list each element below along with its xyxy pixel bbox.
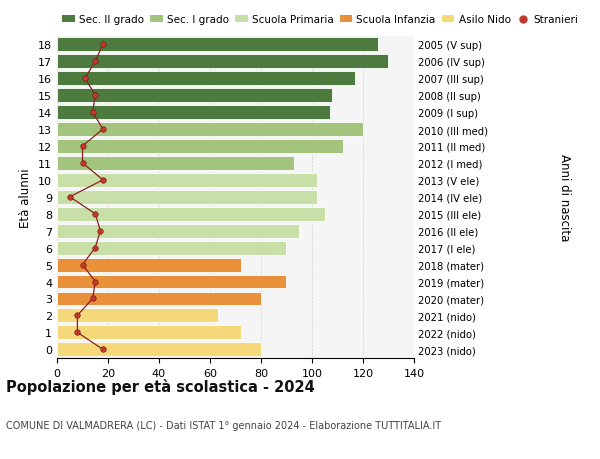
Text: Popolazione per età scolastica - 2024: Popolazione per età scolastica - 2024 [6,379,315,395]
Point [78,143,88,150]
Bar [57,38,378,52]
Bar [57,241,286,255]
Bar [57,275,286,289]
Point [91,211,100,218]
Bar [57,106,330,120]
Y-axis label: Anni di nascita: Anni di nascita [558,154,571,241]
Bar [57,190,317,204]
Bar [57,292,261,306]
Point [78,160,88,167]
Point [98,177,108,184]
Legend: Sec. II grado, Sec. I grado, Scuola Primaria, Scuola Infanzia, Asilo Nido, Stran: Sec. II grado, Sec. I grado, Scuola Prim… [62,15,578,25]
Bar [57,140,343,154]
Point [91,92,100,100]
Point [80,75,90,83]
Point [91,58,100,66]
Point [88,109,97,117]
Bar [57,342,261,357]
Bar [57,123,363,137]
Point [73,312,82,319]
Y-axis label: Età alunni: Età alunni [19,168,32,227]
Point [98,126,108,134]
Point [98,346,108,353]
Bar [57,258,241,272]
Point [78,261,88,269]
Bar [57,72,355,86]
Bar [57,309,218,323]
Bar [57,174,317,187]
Point [98,41,108,49]
Bar [57,157,294,170]
Bar [57,89,332,103]
Point [73,329,82,336]
Point [95,228,105,235]
Bar [57,207,325,221]
Bar [57,326,241,340]
Bar [57,224,299,238]
Text: COMUNE DI VALMADRERA (LC) - Dati ISTAT 1° gennaio 2024 - Elaborazione TUTTITALIA: COMUNE DI VALMADRERA (LC) - Dati ISTAT 1… [6,420,441,430]
Point [65,194,74,201]
Point [88,295,97,302]
Point [91,245,100,252]
Point [91,278,100,285]
Bar [57,55,389,69]
